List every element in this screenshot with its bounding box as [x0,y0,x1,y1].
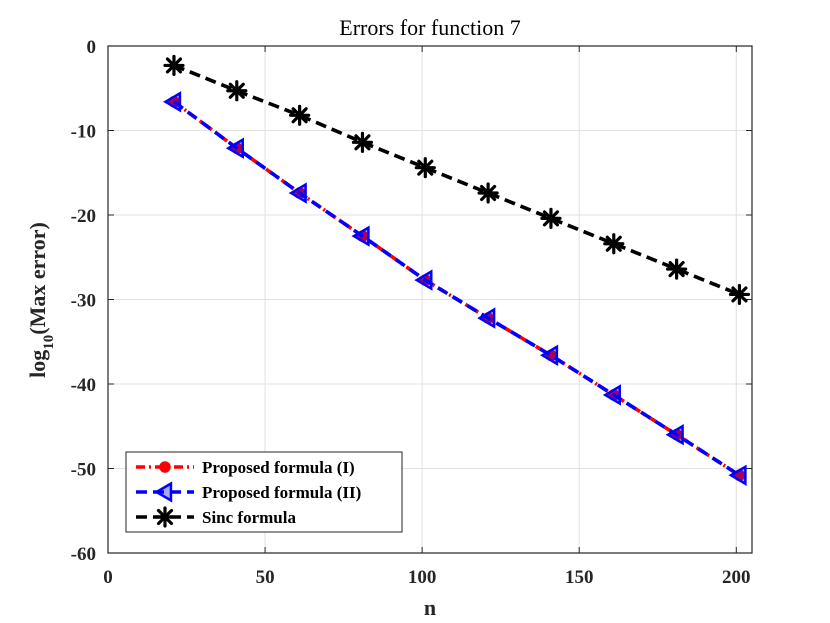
series-line [172,100,741,477]
legend-marker [159,461,171,473]
data-point [603,233,625,255]
y-axis-label-subscript: 10 [41,335,57,350]
data-point [477,307,496,329]
x-tick-label: 0 [103,567,113,588]
series-layer [163,54,751,486]
data-point [289,104,311,126]
legend: Proposed formula (I) Proposed formula (II… [125,451,403,533]
y-tick-label: 0 [87,37,97,58]
data-point [665,424,684,446]
data-point [351,131,374,153]
data-point [602,384,621,406]
data-point [540,207,562,229]
y-tick-label: -10 [71,122,96,143]
data-point [666,258,688,280]
data-point [163,54,185,77]
data-point [225,137,244,159]
y-axis-label-main: log [25,350,50,378]
chart-title: Errors for function 7 [339,15,520,40]
data-point [288,182,307,204]
series-3 [163,54,751,306]
y-axis-label: log10(Max error) [25,222,57,378]
data-point [539,344,559,366]
data-point [163,91,182,113]
legend-item: Proposed formula (I) [136,458,355,477]
y-tick-label: -30 [71,291,96,312]
legend-item: Proposed formula (II) [136,481,361,503]
y-axis-label-rest: (Max error) [25,222,50,335]
y-tick-label: -50 [71,460,96,481]
legend-item: Sinc formula [136,506,296,528]
legend-marker [154,506,176,528]
data-point [728,464,747,486]
y-tick-label: -60 [71,544,96,565]
x-tick-label: 50 [256,567,275,588]
data-point [226,80,248,102]
legend-label: Proposed formula (I) [202,458,355,477]
x-tick-label: 150 [565,567,594,588]
y-tick-label: -40 [71,375,96,396]
series-line [172,100,741,477]
x-tick-label: 100 [408,567,437,588]
data-point [414,157,436,179]
series-2 [163,91,747,486]
data-point [477,182,499,204]
x-axis-label: n [424,595,436,620]
legend-label: Sinc formula [202,508,296,527]
axis-ticks: 0 50 100 150 200 0 -10 -20 -30 -40 -50 -60 [71,37,752,588]
data-point [728,283,751,306]
x-tick-label: 200 [722,567,751,588]
data-point [351,225,370,247]
series-line [173,63,741,297]
y-tick-label: -20 [71,206,96,227]
legend-marker [154,481,173,503]
data-point [414,269,433,291]
legend-label: Proposed formula (II) [202,483,361,502]
